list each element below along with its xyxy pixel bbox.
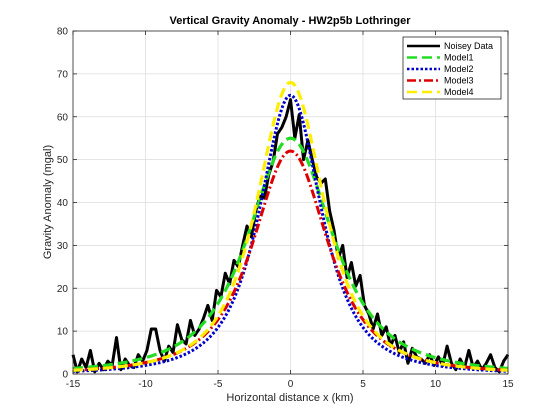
series-line-model1 [72,136,509,371]
x-tick-label: 10 [430,379,442,390]
legend-label-model2: Model2 [444,64,474,74]
y-tick-label: 20 [57,284,69,295]
axis-ticks [72,30,509,375]
y-tick-label: 40 [57,198,69,209]
legend-box [402,36,502,100]
y-tick-label: 0 [62,370,68,381]
legend-label-model3: Model3 [444,76,474,86]
grid-lines [73,31,508,374]
x-tick-label: 0 [288,379,294,390]
legend-label-model4: Model4 [444,87,474,97]
y-tick-label: 50 [57,155,69,166]
x-tick-label: 15 [502,379,514,390]
y-tick-label: 10 [57,327,69,338]
y-tick-label: 60 [57,112,69,123]
x-tick-label: 5 [360,379,366,390]
x-tick-label: -10 [138,379,153,390]
series-line-model4 [72,80,509,372]
x-axis-label: Horizontal distance x (km) [226,392,353,404]
legend-label-noisey-data: Noisey Data [444,41,493,51]
chart-title: Vertical Gravity Anomaly - HW2p5b Lothri… [169,15,411,27]
x-tick-label: -5 [214,379,223,390]
tick-labels: -15 -10 -5 0 5 10 15 0 10 20 30 40 50 60 70 80 [57,27,514,391]
y-tick-label: 30 [57,241,69,252]
y-tick-label: 70 [57,69,69,80]
series-layer [71,80,510,374]
series-line-model2 [72,93,509,373]
x-tick-label: -15 [66,379,81,390]
legend-label-model1: Model1 [444,53,474,63]
y-tick-label: 80 [57,27,69,38]
y-axis-label: Gravity Anomaly (mgal) [42,145,54,259]
